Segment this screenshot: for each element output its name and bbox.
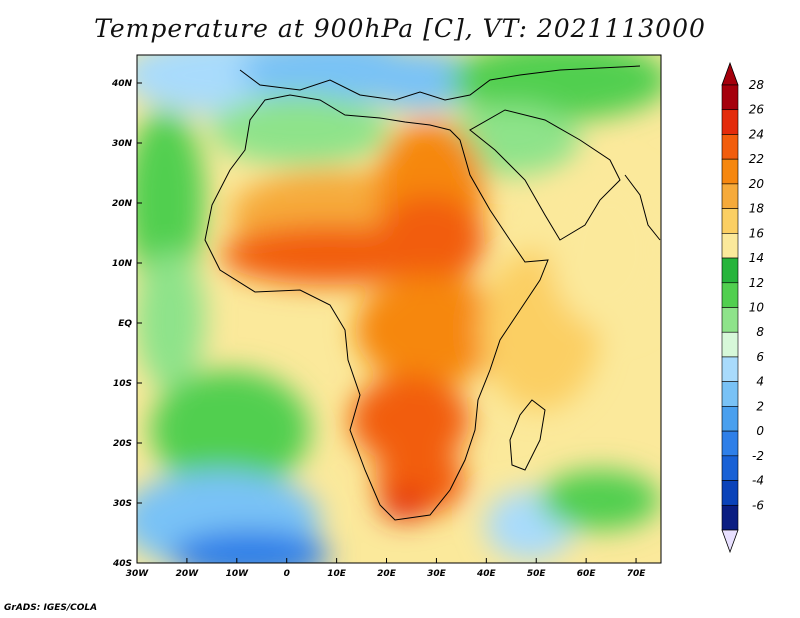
lon-label: 40E — [476, 569, 497, 579]
lat-label: 30N — [112, 139, 133, 149]
colorbar-swatch — [721, 183, 739, 209]
lat-label: 10S — [113, 379, 132, 389]
lat-label: 40S — [112, 559, 132, 569]
india-coastline — [624, 174, 661, 241]
colorbar-label: 10 — [749, 301, 765, 315]
europe-coastline — [239, 65, 641, 101]
colorbar-swatch — [721, 430, 739, 457]
colorbar-label: -2 — [752, 449, 764, 463]
lon-label: 50E — [527, 569, 547, 579]
lat-label: EQ — [118, 319, 132, 329]
colorbar-under-arrow — [721, 529, 739, 554]
lat-label: 30S — [113, 499, 132, 509]
colorbar-label: 2 — [756, 399, 764, 413]
lat-label: 40N — [111, 79, 133, 89]
grads-credit: GrADS: IGES/COLA — [4, 603, 98, 613]
colorbar-label: 14 — [749, 251, 764, 265]
colorbar-label: 26 — [749, 103, 765, 117]
colorbar-over-arrow — [721, 61, 739, 86]
lon-label: 20W — [176, 569, 200, 579]
colorbar-label: 20 — [749, 177, 765, 191]
colorbar-label: 4 — [756, 375, 764, 389]
lon-label: 20E — [377, 569, 397, 579]
temperature-field — [137, 55, 661, 563]
madagascar-coastline — [509, 399, 546, 471]
lat-label: 20N — [112, 199, 133, 209]
colorbar-label: 28 — [749, 78, 765, 92]
colorbar-swatch — [721, 480, 739, 506]
colorbar-label: 22 — [749, 152, 764, 166]
colorbar-swatch — [721, 158, 739, 185]
lon-label: 0 — [284, 569, 290, 579]
colorbar-swatch — [721, 257, 739, 284]
colorbar-swatch — [721, 455, 739, 481]
plot-frame — [136, 54, 662, 564]
colorbar-label: 12 — [749, 276, 764, 290]
colorbar-swatch — [721, 84, 739, 111]
colorbar-swatch — [721, 356, 739, 382]
map-title: Temperature at 900hPa [C], VT: 202111300… — [94, 14, 706, 43]
arabia-coastline — [469, 109, 621, 241]
colorbar-swatch — [721, 282, 739, 308]
colorbar-swatch — [721, 109, 739, 135]
colorbar-swatch — [721, 307, 739, 333]
colorbar-label: -4 — [752, 474, 764, 488]
colorbar-label: 0 — [756, 424, 764, 438]
colorbar-swatch — [721, 134, 739, 160]
lon-label: 30W — [126, 569, 150, 579]
colorbar-swatch — [721, 208, 739, 234]
colorbar-label: 18 — [749, 202, 765, 216]
colorbar-swatch — [721, 406, 739, 432]
colorbar-label: 16 — [749, 226, 765, 240]
lat-label: 10N — [112, 259, 133, 269]
africa-coastline — [204, 94, 549, 521]
lon-label: 60E — [577, 569, 597, 579]
lat-label: 20S — [113, 439, 132, 449]
colorbar-label: 24 — [749, 127, 764, 141]
colorbar-swatch — [721, 504, 739, 531]
lon-label: 10E — [327, 569, 347, 579]
colorbar-swatch — [721, 381, 739, 407]
colorbar-label: 6 — [756, 350, 764, 364]
colorbar-label: 8 — [756, 325, 764, 339]
lon-label: 70E — [627, 569, 647, 579]
colorbar-label: -6 — [752, 498, 764, 512]
colorbar-swatch — [721, 331, 739, 358]
lon-label: 10W — [226, 569, 250, 579]
colorbar-swatch — [721, 233, 739, 259]
axis-labels: 30W 20W 10W 0 10E 20E 30E 40E 50E 60E 70E 40N 30N 20N… — [111, 79, 646, 579]
lon-label: 30E — [427, 569, 447, 579]
